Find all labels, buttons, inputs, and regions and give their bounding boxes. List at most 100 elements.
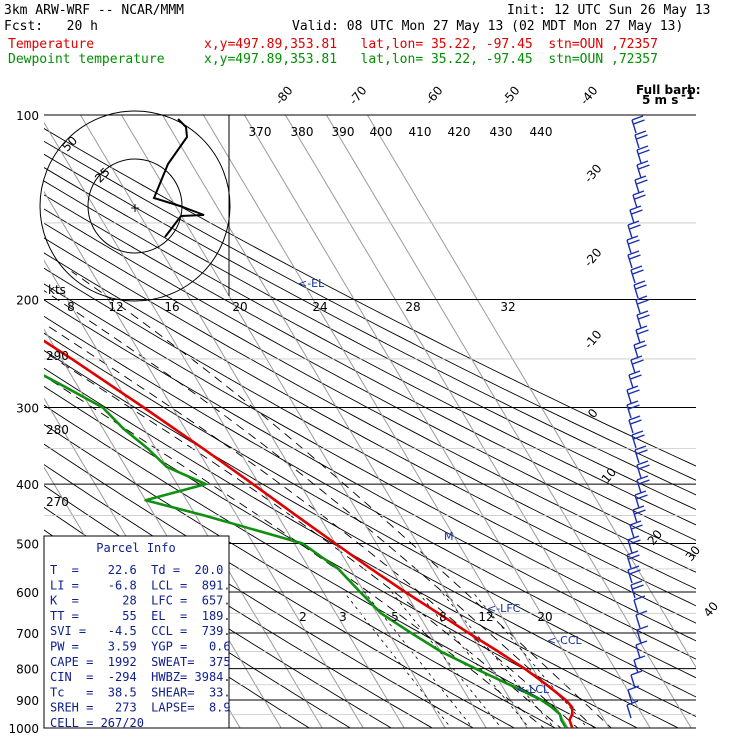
wind-barb-staff (626, 389, 632, 404)
dry-adiabat-line (44, 167, 696, 511)
isotherm-label: -10 (581, 327, 604, 351)
wind-barb-flag (637, 299, 649, 305)
wind-barb (627, 250, 641, 269)
pressure-label: 500 (16, 537, 39, 551)
parcel-info-row: CIN = -294 HWBZ= 3984. (50, 670, 231, 684)
wind-barb-staff (630, 359, 636, 374)
parcel-info-row: Tc = 38.5 SHEAR= 33. (50, 685, 231, 699)
wind-barb-flag (629, 205, 642, 211)
theta-label: 270 (46, 495, 69, 509)
wind-barb-flag (636, 494, 648, 500)
wind-barb-flag (629, 569, 641, 575)
isotherm-label: 40 (701, 599, 722, 620)
wind-barb (634, 490, 648, 509)
wind-barb-staff (636, 314, 642, 329)
hodograph-ring-label: 25 (92, 165, 113, 186)
wind-barb-staff (635, 329, 641, 344)
annotation-label: <-CCL (547, 634, 583, 647)
theta-e-label: 430 (490, 125, 513, 139)
dry-adiabat-line (44, 267, 696, 624)
wind-barb-flag (632, 584, 644, 590)
wind-barb (636, 310, 650, 329)
speed-scale-label: 8 (67, 300, 75, 314)
dewpoint-line (44, 374, 568, 728)
mixing-ratio-label: 5 (391, 610, 399, 624)
speed-scale-label: 28 (405, 300, 420, 314)
isotherm-label: -60 (422, 83, 445, 107)
parcel-info-row: SVI = -4.5 CCL = 739. (50, 624, 231, 638)
wind-barb-staff (634, 494, 640, 509)
forecast-hour: Fcst: 20 h (4, 19, 98, 34)
wind-barb-staff (630, 269, 636, 284)
pressure-label: 900 (16, 694, 39, 708)
wind-barb-flag (633, 595, 646, 601)
wind-barb-flag (627, 220, 640, 226)
wind-barb-flag (635, 640, 648, 646)
wind-barb (635, 610, 648, 629)
wind-barb (627, 565, 641, 584)
wind-barb-staff (633, 284, 639, 299)
wind-barb-flag (633, 280, 646, 286)
wind-barb-flag (633, 119, 645, 125)
wind-barb (634, 175, 648, 194)
wind-barb-staff (627, 569, 633, 584)
annotation-label: <-EL (298, 277, 325, 290)
pressure-label: 300 (16, 401, 39, 415)
wind-barb-staff (634, 449, 640, 464)
dry-adiabat-line (44, 315, 696, 679)
wind-barb (628, 370, 642, 389)
wind-barb-flag (628, 404, 640, 410)
wind-barb (632, 190, 646, 209)
wind-barb-flag (628, 389, 640, 395)
isotherm-line (243, 115, 610, 728)
wind-barb-staff (634, 179, 640, 194)
wind-barb-flag (629, 520, 642, 526)
wind-barb-flag (636, 179, 648, 185)
wind-barb-flag (628, 415, 641, 421)
isotherm-label: 0 (585, 406, 601, 421)
theta-e-label: 390 (332, 125, 355, 139)
full-barb-unit: 5 m s (642, 93, 678, 107)
mixing-ratio-label: 8 (439, 610, 447, 624)
wind-barb-flag (629, 539, 641, 545)
pressure-label: 800 (16, 663, 39, 677)
parcel-info-row: CELL = 267/20 (50, 716, 144, 730)
wind-barb-flag (627, 250, 640, 256)
wind-barb-staff (636, 149, 642, 164)
moist-adiabat-line (44, 351, 562, 728)
wind-barb-staff (626, 404, 632, 419)
theta-e-label: 420 (448, 125, 471, 139)
wind-barb-flag (633, 434, 645, 440)
wind-barb-flag (630, 670, 643, 676)
annotation-label: <-LCL (516, 683, 550, 696)
wind-barb-staff (630, 584, 636, 599)
temperature-label: Temperature (8, 37, 95, 52)
wind-barb-flag (635, 610, 648, 616)
wind-barb (627, 685, 640, 704)
wind-barb-staff (636, 479, 642, 494)
full-barb-label: Full barb: (636, 83, 701, 97)
isotherm-line (79, 115, 446, 728)
wind-barb (626, 400, 640, 419)
wind-barb-staff (636, 164, 642, 179)
valid-time: Valid: 08 UTC Mon 27 May 13 (02 MDT Mon … (292, 19, 684, 34)
wind-barb (635, 295, 649, 314)
wind-barb-flag (636, 310, 649, 316)
temperature-line (44, 339, 574, 728)
hodograph-ring-outer (39, 110, 231, 302)
wind-barb-flag (635, 295, 648, 301)
isotherm-line (202, 115, 569, 728)
dry-adiabat-line (44, 237, 696, 590)
dry-adiabat-line (44, 128, 696, 467)
mixing-ratio-line (343, 591, 452, 728)
wind-barb-flag (634, 490, 647, 496)
wind-barb (633, 280, 647, 299)
theta-label: 290 (46, 349, 69, 363)
speed-scale-label: 32 (500, 300, 515, 314)
wind-barb-flag (638, 464, 650, 470)
wind-barb (634, 130, 648, 149)
wind-barb-staff (626, 704, 632, 719)
isotherm-line (44, 259, 323, 728)
parcel-info-row: PW = 3.59 YGP = 0.6 (50, 640, 231, 654)
